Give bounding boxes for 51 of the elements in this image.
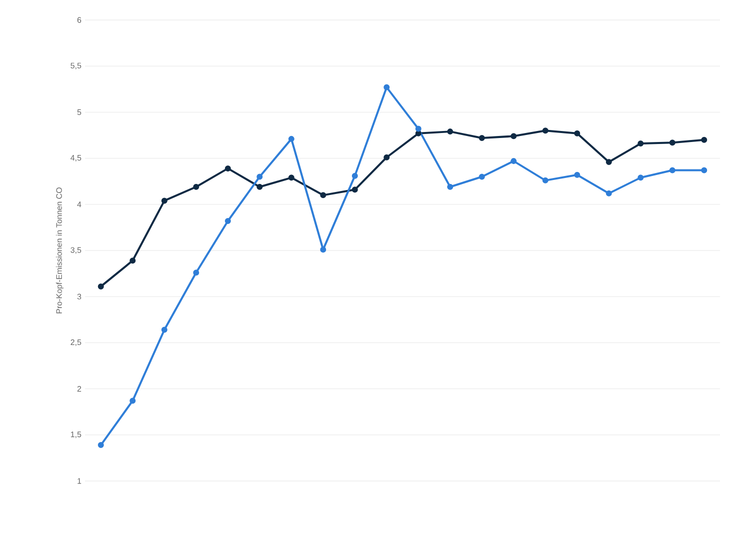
point [510, 158, 517, 164]
y-tick-label: 5,5 [70, 62, 82, 70]
y-tick-label: 6 [77, 17, 82, 23]
point [542, 128, 548, 134]
y-axis-title: Pro-Kopf-Emissionen in Tonnen CO [56, 188, 64, 314]
point [638, 140, 644, 147]
point [130, 398, 136, 404]
point [447, 128, 454, 135]
y-tick-label: 3,5 [70, 247, 82, 254]
point [256, 184, 263, 190]
y-tick-label: 2,5 [70, 339, 82, 346]
y-tick-label: 5 [77, 109, 82, 115]
point [224, 218, 231, 224]
point [447, 184, 454, 190]
point [606, 190, 612, 196]
point [256, 174, 263, 180]
point [574, 130, 580, 136]
point [352, 172, 358, 179]
point [320, 192, 326, 198]
point [701, 167, 708, 174]
point [510, 133, 517, 140]
y-tick-label: 1 [78, 478, 82, 484]
point [574, 172, 580, 178]
point [669, 140, 676, 146]
point [478, 135, 485, 142]
point [478, 174, 485, 180]
point [130, 258, 136, 264]
point [638, 174, 644, 181]
point [352, 186, 358, 193]
point [193, 184, 200, 190]
point [384, 154, 390, 160]
point [288, 136, 294, 142]
point [288, 174, 294, 181]
y-tick-label: 3 [77, 294, 82, 300]
point [98, 442, 104, 448]
point [606, 158, 612, 165]
point [193, 270, 200, 276]
point [669, 167, 676, 174]
point [161, 326, 168, 333]
point [320, 246, 326, 253]
point [384, 84, 390, 90]
y-tick-label: 4 [77, 202, 82, 208]
point [415, 126, 422, 132]
point [161, 198, 168, 204]
y-tick-label: 1,5 [70, 432, 82, 438]
point [224, 165, 231, 172]
y-tick-label: 4,5 [70, 155, 82, 162]
point [98, 283, 104, 290]
point [701, 136, 708, 143]
point [542, 177, 548, 184]
y-tick-label: 2 [77, 386, 82, 392]
